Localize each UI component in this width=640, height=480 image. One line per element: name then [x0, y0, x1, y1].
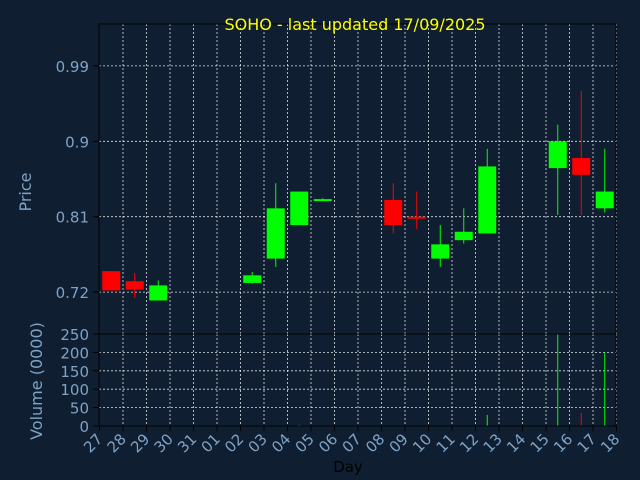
candle-body: [548, 141, 567, 169]
volume-tick-label: 100: [60, 381, 89, 399]
x-tick-label: 18: [597, 430, 623, 456]
candle-body: [572, 158, 591, 175]
x-tick-label: 09: [386, 430, 412, 456]
candle-body: [478, 166, 497, 234]
x-tick-label: 31: [174, 430, 200, 456]
x-tick-label: 12: [456, 430, 482, 456]
x-tick-label: 28: [104, 430, 130, 456]
volume-tick-label: 250: [60, 326, 89, 344]
candle-body: [454, 231, 473, 241]
price-tick-label: 0.72: [56, 284, 89, 302]
x-tick-label: 13: [480, 430, 506, 456]
candle-body: [384, 199, 403, 226]
x-tick-label: 06: [315, 430, 341, 456]
price-tick-label: 0.81: [56, 209, 89, 227]
x-tick-label: 07: [339, 430, 365, 456]
candle-body: [266, 208, 285, 259]
x-tick-label: 16: [550, 430, 576, 456]
volume-tick-label: 200: [60, 344, 89, 362]
candle-body: [595, 191, 614, 209]
x-tick-label: 17: [574, 430, 600, 456]
price-axis-label: Price: [16, 172, 35, 211]
candle-body: [290, 191, 309, 226]
x-tick-label: 03: [245, 430, 271, 456]
price-tick-label: 0.9: [65, 133, 89, 151]
candle-body: [243, 275, 262, 283]
volume-tick-label: 150: [60, 363, 89, 381]
x-tick-label: 10: [409, 430, 435, 456]
x-tick-label: 04: [268, 430, 294, 456]
volume-tick-label: 0: [79, 418, 89, 436]
x-tick-label: 02: [221, 430, 247, 456]
x-axis-label: Day: [333, 458, 363, 476]
volume-panel: [99, 334, 616, 426]
x-tick-label: 14: [503, 430, 529, 456]
volume-tick-label: 50: [70, 400, 89, 418]
x-tick-label: 01: [198, 430, 224, 456]
x-tick-label: 11: [433, 430, 459, 456]
volume-axis-label: Volume (0000): [27, 322, 46, 440]
candle-body: [431, 244, 450, 259]
candle-body: [149, 285, 168, 301]
candle-body: [125, 281, 144, 290]
candle-body: [313, 199, 332, 202]
x-tick-label: 05: [292, 430, 318, 456]
x-tick-label: 15: [527, 430, 553, 456]
candle-body: [102, 271, 121, 291]
candle-body: [407, 216, 426, 219]
x-tick-label: 29: [127, 430, 153, 456]
price-panel: [99, 24, 616, 334]
price-tick-label: 0.99: [56, 58, 89, 76]
x-tick-label: 30: [151, 430, 177, 456]
x-tick-label: 08: [362, 430, 388, 456]
chart-title: SOHO - last updated 17/09/2025: [224, 15, 485, 34]
